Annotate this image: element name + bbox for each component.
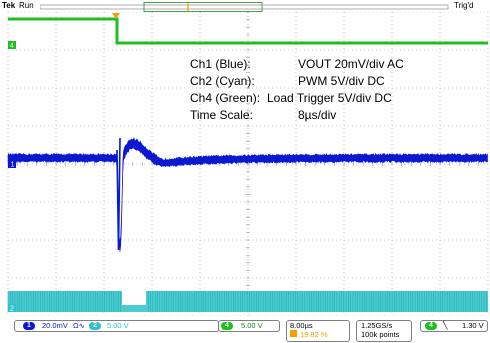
time-annotation-value: 8µs/div <box>298 108 336 122</box>
top-status-bar: Tek Run Trig'd <box>0 0 490 13</box>
ch2-annotation-value: PWM 5V/div DC <box>298 74 385 88</box>
acquisition-box <box>356 320 412 342</box>
graticule-grid <box>7 12 489 316</box>
ch1-ground-marker[interactable]: 1 <box>8 160 16 169</box>
ch1-transient-spike <box>116 137 121 251</box>
trigger-source-badge[interactable]: 4 <box>425 322 437 330</box>
sample-rate-readout: 1.25GS/s <box>361 321 393 330</box>
ch1-marker-label: 1 <box>11 162 15 169</box>
trigger-slope-icon: ╲ <box>443 321 448 330</box>
ch4-ground-marker[interactable]: 4 <box>8 41 16 50</box>
record-length-readout: 100k points <box>361 330 400 339</box>
ch4-trace-path <box>8 17 488 45</box>
record-position-bar <box>40 2 449 12</box>
bottom-status-bar: 1 20.0mV Ω∿ 2 5.00 V 4 5.00 V 8.00µs 19.… <box>0 316 490 343</box>
timebase-box <box>286 320 350 342</box>
time-annotation-label: Time Scale: <box>190 108 253 122</box>
ch2-scale-readout: 5.00 V <box>107 321 129 330</box>
ch2-marker-label: 2 <box>10 306 14 313</box>
ch4-annotation-value: Load Trigger 5V/div DC <box>267 91 392 105</box>
waveform-display: 4 1 2 Ch1 (Blue): VOUT 20mV/div AC Ch2 (… <box>7 12 489 316</box>
trigger-position-icon <box>290 330 297 337</box>
ch2-pwm-edges <box>7 291 487 312</box>
brand-label: Tek <box>2 1 16 10</box>
run-state-label: Run <box>19 1 34 10</box>
ch4-load-trigger-trace <box>8 17 488 45</box>
ch2-pwm-band <box>8 291 488 312</box>
ch4-readout-box <box>218 320 280 332</box>
channel-annotation: Ch1 (Blue): VOUT 20mV/div AC Ch2 (Cyan):… <box>190 57 404 122</box>
ch2-badge[interactable]: 2 <box>89 322 101 330</box>
ch4-scale-readout: 5.00 V <box>241 321 263 330</box>
trigger-level-readout: 1.30 V <box>462 321 484 330</box>
ch1-scale-readout: 20.0mV <box>42 321 68 330</box>
ch2-pwm-gap <box>122 291 146 305</box>
trigger-position-readout: 19.82 % <box>300 330 328 339</box>
trigger-position-marker-icon[interactable] <box>112 13 120 19</box>
ch2-pwm-trace <box>7 291 488 312</box>
timebase-readout: 8.00µs <box>290 321 313 330</box>
ch1-badge[interactable]: 1 <box>23 322 35 330</box>
trigger-readout-box <box>420 320 488 332</box>
ch1-coupling-readout: Ω∿ <box>73 321 85 330</box>
ch4-annotation-label: Ch4 (Green): <box>190 91 260 105</box>
ch2-annotation-label: Ch2 (Cyan): <box>190 74 255 88</box>
ch4-marker-label: 4 <box>10 43 14 50</box>
ch4-badge[interactable]: 4 <box>221 322 233 330</box>
ch2-ground-marker[interactable]: 2 <box>8 304 16 313</box>
ch1-annotation-value: VOUT 20mV/div AC <box>298 57 404 71</box>
ch1-trace-path <box>7 137 488 252</box>
trigger-state-label: Trig'd <box>454 1 474 10</box>
ch1-annotation-label: Ch1 (Blue): <box>190 57 251 71</box>
ch1-vout-trace <box>7 137 488 252</box>
